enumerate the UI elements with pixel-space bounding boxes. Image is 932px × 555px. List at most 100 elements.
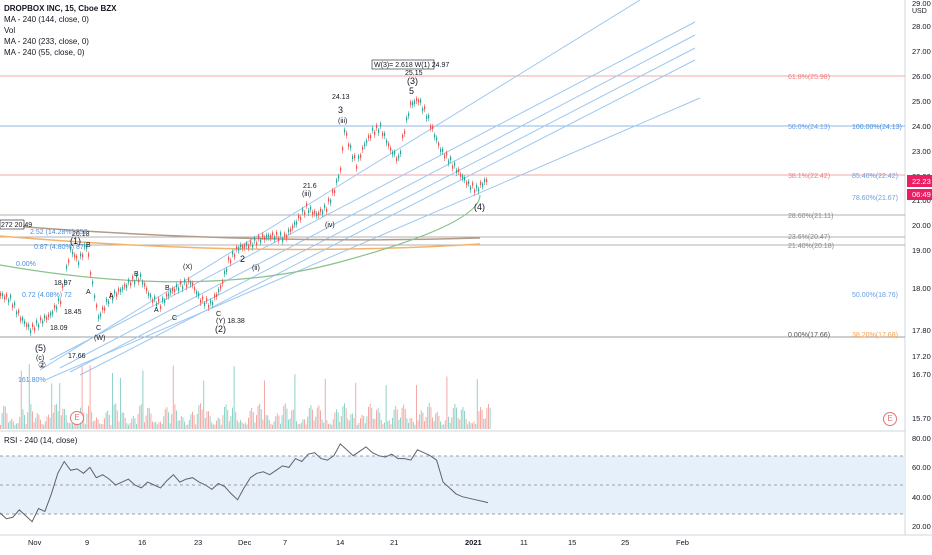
countdown-badge — [907, 189, 932, 200]
current-price-badge — [907, 175, 932, 187]
candle-body — [74, 254, 76, 258]
candle-body — [440, 148, 442, 152]
candle-body — [250, 240, 252, 244]
volume-bar — [478, 411, 480, 429]
candle-body — [82, 254, 84, 258]
rsi-pane[interactable] — [0, 443, 905, 523]
svg-text:06:49: 06:49 — [912, 190, 931, 199]
legend-ma3[interactable]: MA - 240 (55, close, 0) — [4, 48, 85, 57]
volume-bar — [36, 413, 38, 429]
time-tick: 16 — [138, 538, 146, 547]
fib-levels[interactable] — [0, 75, 905, 338]
volume-bar — [155, 421, 157, 429]
candle-body — [104, 307, 106, 311]
candle-body — [248, 245, 250, 249]
volume-bar — [115, 403, 117, 429]
earnings-marker[interactable]: E — [70, 411, 84, 425]
earnings-marker-future[interactable]: E — [883, 412, 897, 426]
candle-body — [126, 284, 128, 288]
candle-body — [486, 179, 488, 183]
volume-bar — [441, 424, 443, 429]
svg-text:(2): (2) — [215, 324, 226, 334]
volume-bar — [368, 406, 369, 429]
price-axis[interactable]: USD 29.00 28.00 27.00 26.00 25.00 24.00 23.00 2… — [912, 0, 931, 423]
candle-body — [450, 157, 452, 161]
volume-bar — [281, 415, 283, 429]
svg-text:38.20%(17.68): 38.20%(17.68) — [852, 332, 898, 339]
candle-body — [136, 274, 138, 278]
volume-bar — [118, 421, 120, 429]
candle-body — [24, 320, 26, 324]
volume-bar — [214, 424, 216, 429]
legend-ma2[interactable]: MA - 240 (233, close, 0) — [4, 37, 89, 46]
candle-body — [304, 211, 306, 215]
candle-body — [312, 211, 314, 215]
candle-body — [224, 271, 226, 275]
volume-bar — [230, 416, 232, 429]
volume-bar — [172, 365, 174, 429]
svg-text:0.72 (4.08%) 72: 0.72 (4.08%) 72 — [22, 292, 72, 299]
volume-bar — [321, 419, 323, 429]
volume-bar — [219, 418, 221, 429]
chart-legend[interactable]: DROPBOX INC, 15, Cboe BZX MA - 240 (144,… — [4, 3, 116, 58]
candle-body — [70, 246, 72, 250]
candle-body — [230, 260, 232, 264]
volume-bar — [92, 421, 94, 429]
volume-bar — [16, 423, 17, 429]
volume-bars — [0, 364, 491, 429]
volume-bar — [262, 419, 264, 429]
volume-bar — [70, 423, 72, 429]
candle-body — [122, 286, 124, 290]
moving-averages[interactable] — [0, 194, 481, 283]
candle-body — [396, 157, 398, 161]
candle-body — [242, 245, 244, 249]
candle-body — [186, 284, 188, 288]
volume-bar — [44, 421, 46, 429]
candle-body — [372, 127, 374, 131]
volume-bar — [412, 422, 414, 429]
candle-body — [274, 236, 276, 240]
time-axis[interactable]: Nov 9 16 23 Dec 7 14 21 2021 11 15 25 Feb — [28, 538, 689, 547]
volume-bar — [169, 423, 171, 429]
rsi-tick: 60.00 — [912, 463, 931, 472]
volume-bar — [254, 422, 256, 429]
volume-bar — [286, 408, 288, 429]
legend-ma1[interactable]: MA - 240 (144, close, 0) — [4, 15, 89, 24]
candle-body — [474, 189, 476, 193]
volume-bar — [336, 409, 337, 429]
candle-body — [408, 113, 410, 117]
candle-body — [244, 244, 246, 248]
volume-bar — [400, 417, 401, 429]
candle-body — [172, 288, 174, 292]
channel-lines[interactable] — [39, 0, 701, 381]
volume-bar — [481, 409, 483, 429]
candle-body — [236, 246, 238, 250]
volume-bar — [425, 416, 427, 429]
candle-body — [150, 294, 152, 298]
candle-body — [434, 134, 436, 138]
svg-text:22.23: 22.23 — [912, 177, 931, 186]
volume-bar — [176, 410, 177, 429]
volume-bar — [156, 424, 158, 429]
volume-bar — [126, 423, 128, 429]
volume-bar — [470, 423, 472, 429]
legend-vol[interactable]: Vol — [4, 26, 16, 35]
candle-body — [34, 327, 36, 331]
price-candles[interactable] — [0, 96, 488, 337]
candle-body — [286, 235, 288, 239]
svg-text:20.18: 20.18 — [72, 231, 90, 238]
symbol-title[interactable]: DROPBOX INC, 15, Cboe BZX — [4, 4, 117, 13]
candle-body — [228, 257, 230, 261]
candle-body — [226, 268, 228, 272]
candle-body — [98, 315, 100, 319]
rsi-axis[interactable]: 80.00 60.00 40.00 20.00 — [912, 434, 931, 531]
candle-body — [210, 300, 212, 304]
volume-bar — [52, 412, 54, 429]
volume-bar — [188, 419, 190, 429]
volume-bar — [164, 409, 166, 429]
candle-body — [108, 300, 110, 304]
volume-bar — [361, 414, 363, 429]
candle-body — [200, 299, 202, 303]
